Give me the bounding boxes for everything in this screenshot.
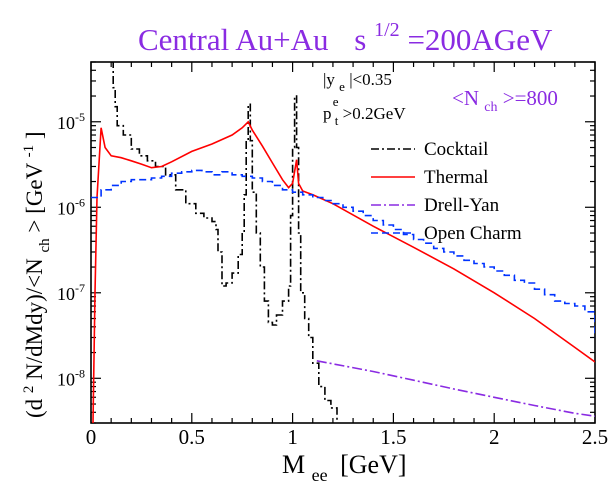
pt-cut-annotation: p e t >0.2GeV	[323, 91, 406, 129]
legend-label: Drell-Yan	[424, 195, 500, 216]
x-tick-label: 0.5	[179, 425, 205, 449]
x-tick-label: 2.5	[582, 425, 608, 449]
series-thermal	[92, 120, 595, 423]
series-open-charm	[91, 169, 595, 338]
legend-label: Open Charm	[424, 223, 522, 244]
x-tick-label: 1.5	[380, 425, 406, 449]
legend-label: Thermal	[424, 167, 488, 188]
x-axis-label: M ee [GeV]	[282, 450, 407, 487]
x-tick-label: 1	[287, 425, 298, 449]
x-tick-label: 0	[86, 425, 97, 449]
y-tick-label: 10-7	[57, 281, 85, 304]
legend-label: Cocktail	[424, 139, 488, 160]
legend: Cocktail Thermal Drell-Yan Open Charm	[371, 139, 522, 244]
x-tick-label: 2	[489, 425, 500, 449]
y-tick-label: 10-8	[57, 366, 85, 389]
multiplicity-annotation: <N ch >=800	[452, 86, 558, 116]
rapidity-cut-annotation: |y e |<0.35	[323, 70, 392, 95]
plot-frame	[90, 61, 596, 424]
axis-ticks	[90, 61, 596, 424]
y-tick-labels: 10-8 10-7 10-6 10-5	[57, 110, 85, 390]
y-tick-label: 10-5	[57, 110, 85, 133]
y-tick-label: 10-6	[57, 195, 85, 218]
x-tick-labels: 0 0.5 1 1.5 2 2.5	[86, 425, 608, 449]
chart-title: Central Au+Au s 1/2 =200AGeV	[138, 8, 553, 57]
series-cocktail	[111, 62, 338, 423]
series-drell-yan	[316, 360, 595, 417]
y-axis-label: (d 2 N/dMdy)/<N ch > [GeV -1 ]	[13, 131, 54, 418]
